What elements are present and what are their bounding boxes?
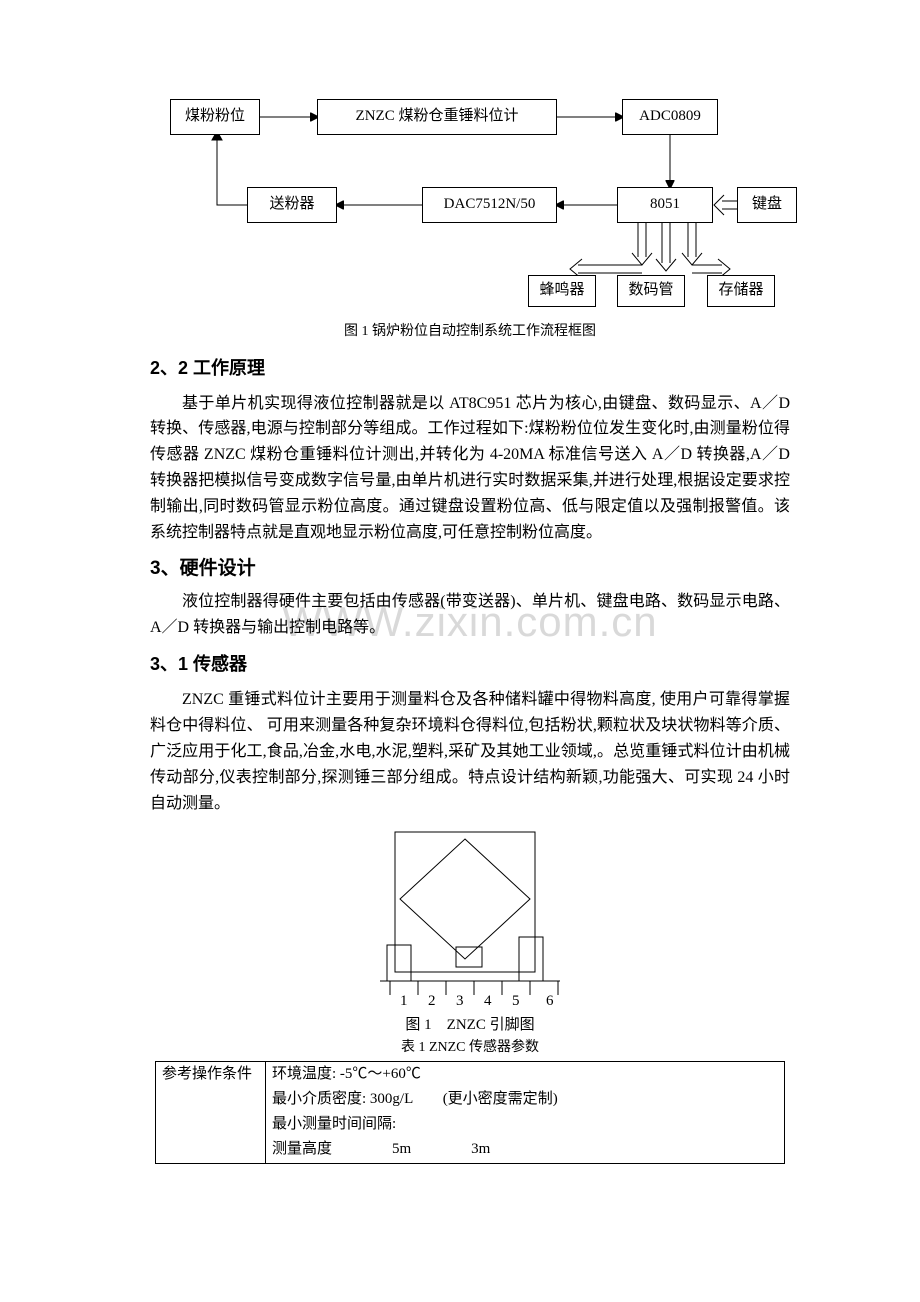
- section-3-title: 3、硬件设计: [150, 554, 790, 583]
- diagram-node-display: 数码管: [617, 275, 685, 307]
- diagram-node-storage: 存储器: [707, 275, 775, 307]
- section-3-1-title: 3、1 传感器: [150, 651, 790, 679]
- pin-figure-caption: 图 1 ZNZC 引脚图: [150, 1014, 790, 1037]
- param-table: 参考操作条件 环境温度: -5℃～+60℃ 最小介质密度: 300g/L (更小…: [155, 1061, 785, 1164]
- table-cell: [156, 1137, 266, 1163]
- pin-label-3: 3: [456, 993, 464, 1009]
- table-caption: 表 1 ZNZC 传感器参数: [150, 1037, 790, 1059]
- diagram-node-adc: ADC0809: [622, 99, 718, 135]
- table-cell: 环境温度: -5℃～+60℃: [266, 1061, 785, 1087]
- table-cell: 最小介质密度: 300g/L (更小密度需定制): [266, 1087, 785, 1112]
- page: 煤粉粉位 ZNZC 煤粉仓重锤料位计 ADC0809 送粉器 DAC7512N/…: [0, 0, 920, 1302]
- pin-label-1: 1: [400, 993, 408, 1009]
- block-diagram: 煤粉粉位 ZNZC 煤粉仓重锤料位计 ADC0809 送粉器 DAC7512N/…: [162, 95, 772, 315]
- section-2-2-body: 基于单片机实现得液位控制器就是以 AT8C951 芯片为核心,由键盘、数码显示、…: [150, 391, 790, 546]
- diagram-node-dac: DAC7512N/50: [422, 187, 557, 223]
- diagram-node-keypad: 键盘: [737, 187, 797, 223]
- table-cell: [156, 1087, 266, 1112]
- pin-label-4: 4: [484, 993, 492, 1009]
- diagram-node-mcu: 8051: [617, 187, 713, 223]
- table-cell: [156, 1112, 266, 1137]
- section-3-1-body: ZNZC 重锤式料位计主要用于测量料仓及各种储料罐中得物料高度, 使用户可靠得掌…: [150, 687, 790, 817]
- table-row: 最小测量时间间隔:: [156, 1112, 785, 1137]
- pin-label-2: 2: [428, 993, 436, 1009]
- table-cell: 参考操作条件: [156, 1061, 266, 1087]
- znzc-pin-figure: 1 2 3 4 5 6: [360, 827, 580, 1012]
- table-cell: 测量高度 5m 3m: [266, 1137, 785, 1163]
- section-3-body: 液位控制器得硬件主要包括由传感器(带变送器)、单片机、键盘电路、数码显示电路、A…: [150, 589, 790, 641]
- diagram-node-feeder: 送粉器: [247, 187, 337, 223]
- pin-label-6: 6: [546, 993, 554, 1009]
- diagram-node-sensor: ZNZC 煤粉仓重锤料位计: [317, 99, 557, 135]
- table-row: 最小介质密度: 300g/L (更小密度需定制): [156, 1087, 785, 1112]
- table-row: 测量高度 5m 3m: [156, 1137, 785, 1163]
- table-row: 参考操作条件 环境温度: -5℃～+60℃: [156, 1061, 785, 1087]
- diagram-node-buzzer: 蜂鸣器: [528, 275, 596, 307]
- diagram-node-input: 煤粉粉位: [170, 99, 260, 135]
- pin-label-5: 5: [512, 993, 520, 1009]
- section-2-2-title: 2、2 工作原理: [150, 355, 790, 383]
- table-cell: 最小测量时间间隔:: [266, 1112, 785, 1137]
